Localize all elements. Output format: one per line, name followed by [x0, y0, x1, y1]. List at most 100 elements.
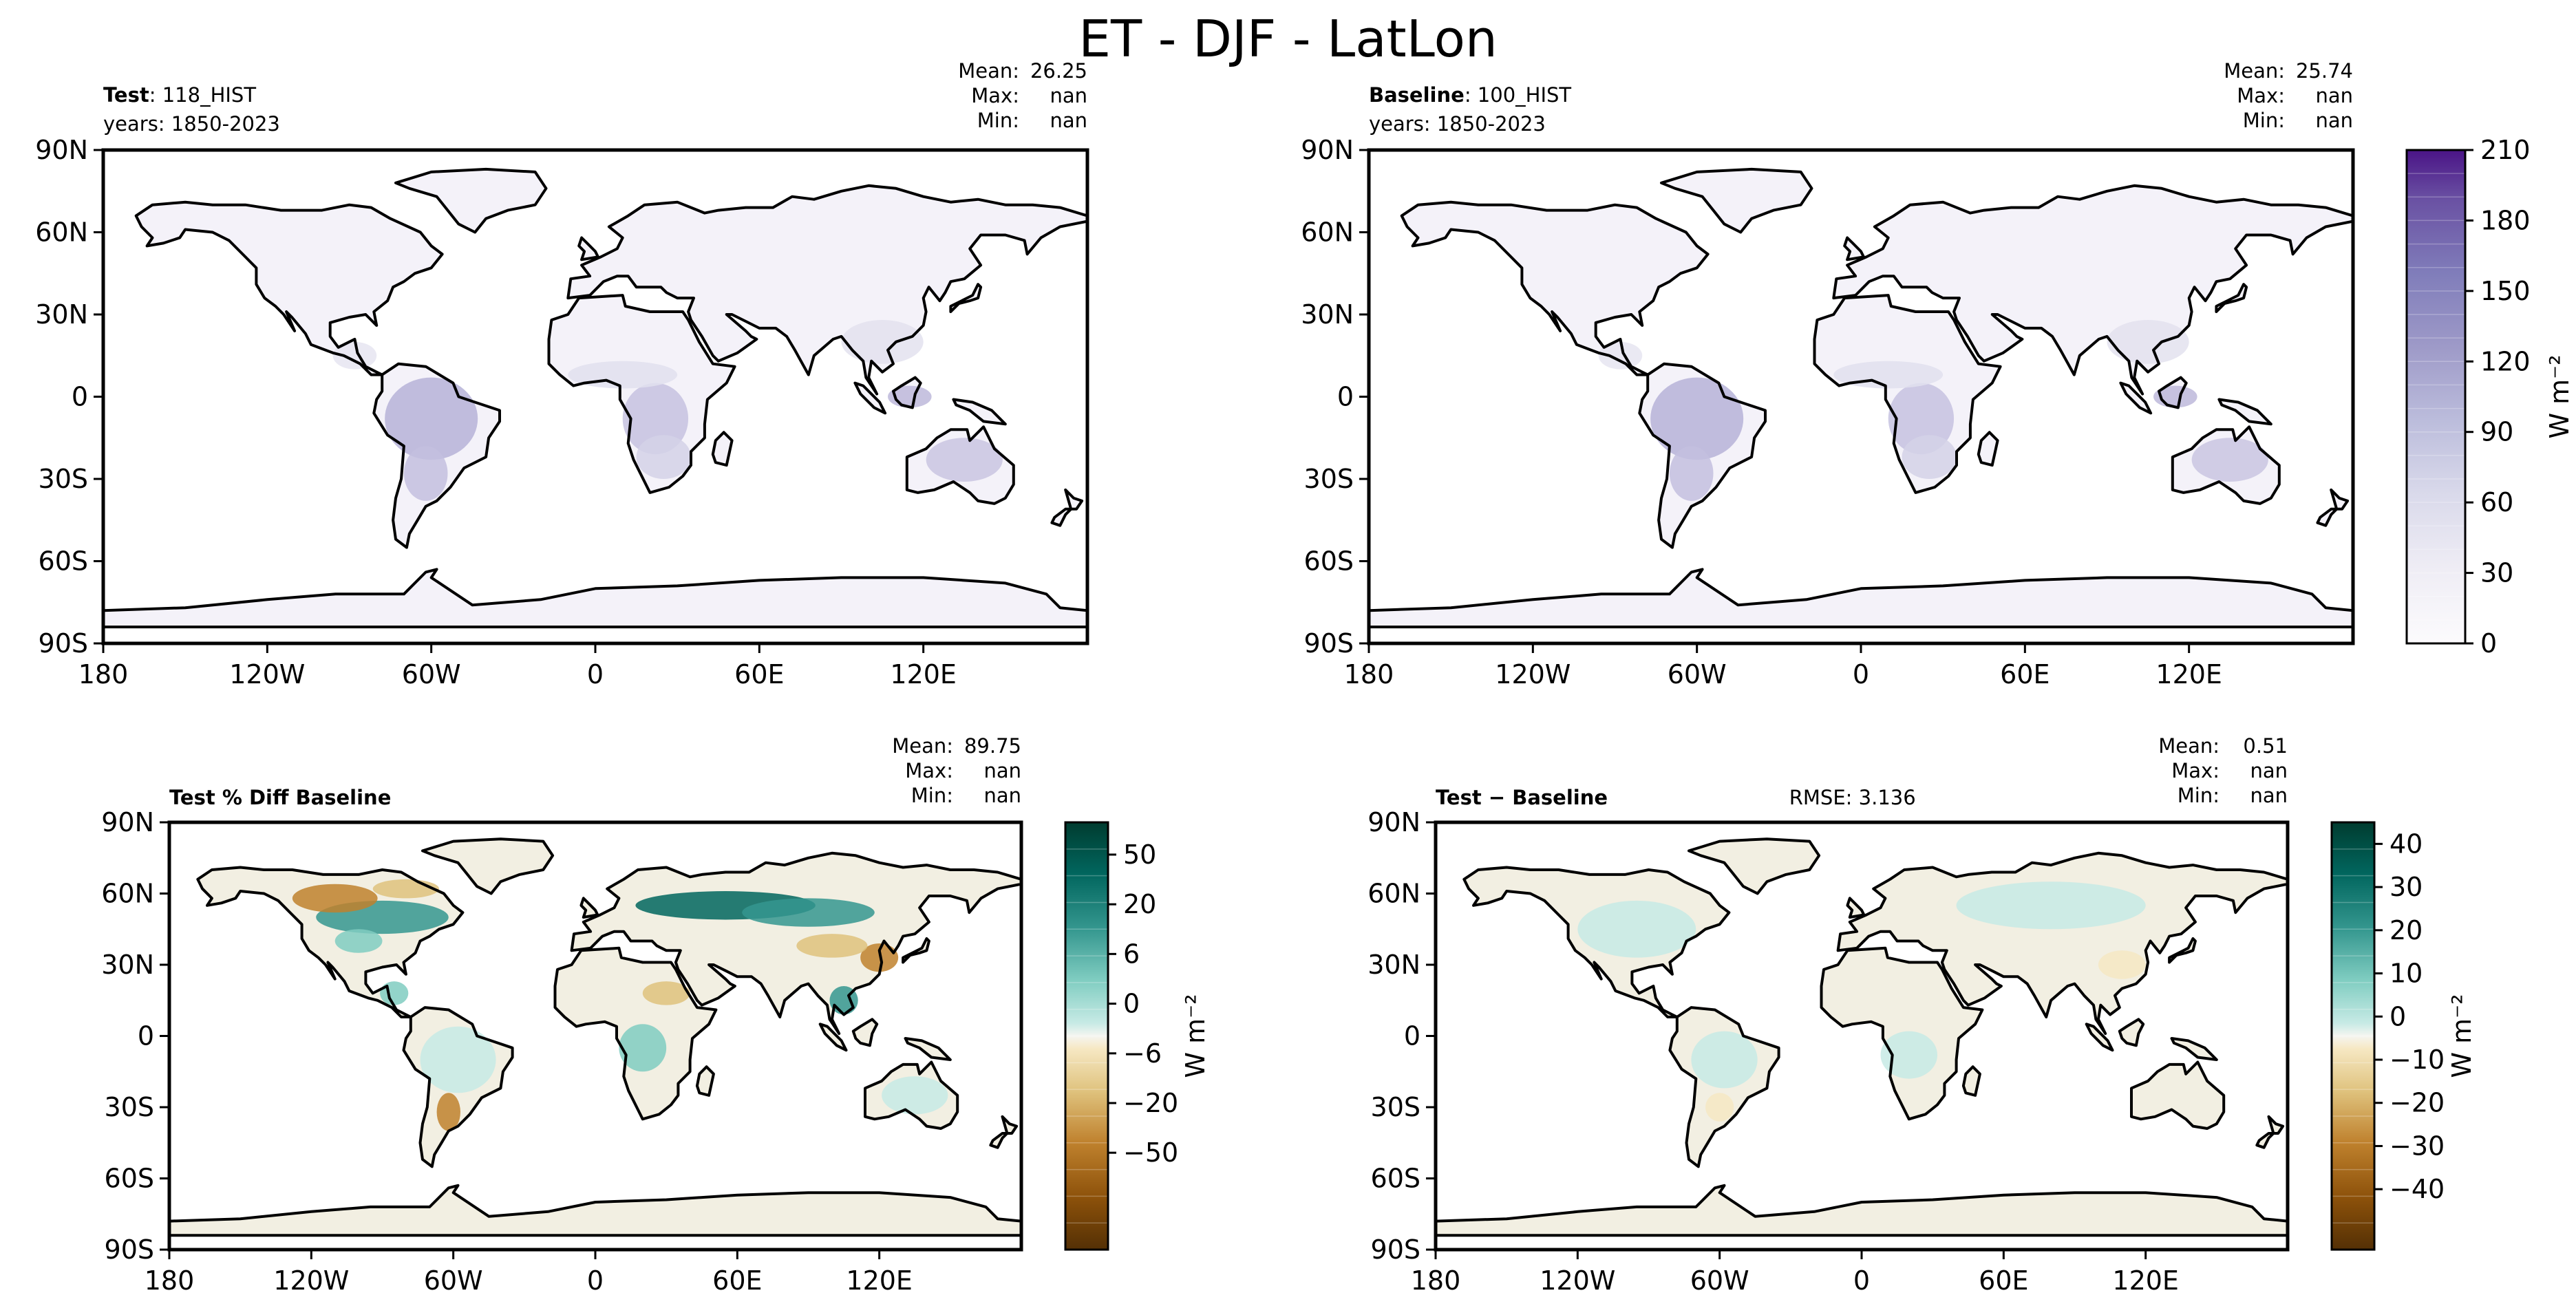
stat-value: nan [2315, 109, 2353, 132]
map-field [1436, 837, 2288, 1237]
coastline-greenland [1688, 837, 1821, 895]
coastline-newGuinea [2170, 1037, 2218, 1061]
coastline-sumatra [2085, 1023, 2114, 1052]
y-tick-label: 30N [35, 299, 88, 330]
landmass-sumatra [2086, 1024, 2113, 1051]
colorbar-label: W m⁻² [2544, 355, 2575, 439]
coastline-eurasia [1836, 851, 2288, 1035]
coastline-borneo [892, 376, 922, 409]
x-tick-label: 60W [1690, 1265, 1749, 1296]
coastline-newGuinea [952, 398, 1007, 426]
coastline-southAmerica [402, 1006, 514, 1168]
colorbar-tick-label: 20 [1123, 889, 1156, 919]
coastline-australia [2130, 1060, 2226, 1130]
coastline-africa [1813, 294, 2002, 494]
x-tick-label: 180 [1344, 659, 1394, 689]
y-tick-label: 60S [105, 1164, 154, 1194]
stat-label: Max: [2171, 759, 2220, 782]
y-tick-label: 90S [1304, 628, 1354, 659]
colorbar-tick-label: −6 [1123, 1038, 1162, 1069]
colorbar-tick-label: 0 [2389, 1001, 2406, 1031]
landmass-antarctica [103, 569, 1087, 628]
panel-label: Test % Diff Baseline [169, 786, 391, 809]
x-tick-label: 60W [424, 1265, 483, 1296]
x-tick-label: 120W [1495, 659, 1571, 689]
coastline-newGuinea [2217, 398, 2272, 426]
x-tick-label: 120E [846, 1265, 913, 1296]
y-tick-label: 60S [39, 546, 88, 577]
stat-value: nan [2315, 84, 2353, 107]
landmass-newGuinea [905, 1038, 950, 1060]
field-shade [1669, 446, 1714, 501]
map-panel-4: 180 120W 60W 0 60E 120E 90N 60N 30N 0 30S 60S 90S Tes… [1367, 734, 2290, 1296]
stat-label: Mean: [2158, 734, 2220, 758]
landmass-greenland [1661, 169, 1812, 233]
colorbar-tick-label: 20 [2389, 915, 2423, 945]
colorbar-tick-label: −30 [2389, 1131, 2445, 1161]
field-shade [1691, 1031, 1758, 1089]
colorbar-tick-label: 30 [2389, 872, 2423, 902]
stat-value: nan [1050, 109, 1087, 132]
coastline-australia [864, 1060, 959, 1130]
colorbar-tick-label: −20 [2389, 1088, 2445, 1118]
stat-label: Max: [971, 84, 1019, 107]
panel-label: Baseline: 100_HIST [1369, 83, 1571, 107]
x-tick-label: 60E [2000, 659, 2050, 689]
coastline-britain [1846, 897, 1866, 919]
coastline-antarctica [169, 1184, 1021, 1237]
coastline-britain [577, 236, 599, 261]
x-tick-label: 120W [229, 659, 305, 689]
y-tick-label: 60S [1304, 546, 1354, 577]
colorbar-tick-label: 120 [2480, 346, 2531, 376]
landmass-newGuinea [2219, 399, 2271, 425]
stat-label: Min: [2178, 784, 2220, 807]
colorbar-tick-label: −10 [2389, 1045, 2445, 1075]
coastline-antarctica [103, 568, 1087, 629]
coastline-northAmerica [196, 866, 465, 1018]
field-shade [334, 929, 383, 953]
landmass-greenland [423, 839, 553, 894]
x-tick-label: 60E [1979, 1265, 2028, 1296]
x-tick-label: 0 [587, 1265, 604, 1296]
coastline-southAmerica [1638, 362, 1767, 549]
coastline-antarctica [1436, 1184, 2288, 1237]
x-tick-label: 60E [734, 659, 784, 689]
stat-label: Mean: [892, 734, 953, 758]
stat-label: Mean: [2224, 59, 2285, 83]
coastline-eurasia [566, 184, 1087, 396]
y-tick-label: 90S [105, 1234, 154, 1265]
y-tick-label: 90S [39, 628, 88, 659]
coastline-japan [949, 283, 983, 313]
x-tick-label: 60W [402, 659, 461, 689]
stat-label: Min: [2243, 109, 2285, 132]
coastline-australia [2171, 425, 2281, 505]
stat-value: nan [983, 784, 1021, 807]
y-tick-label: 0 [1404, 1021, 1420, 1051]
coastline-newGuinea [904, 1037, 952, 1061]
field-shade [636, 435, 692, 480]
coastline-borneo [851, 1018, 879, 1047]
coastline-sumatra [2119, 381, 2153, 415]
colorbar-ramp [1065, 822, 1108, 1250]
x-tick-label: 180 [145, 1265, 195, 1296]
coastline-africa [1820, 946, 1984, 1121]
field-shade [2107, 319, 2189, 364]
field-shade [796, 934, 868, 958]
coastline-britain [579, 897, 599, 919]
coastline-northAmerica [134, 200, 444, 376]
colorbar-tick-label: 90 [2480, 417, 2513, 447]
map-field [103, 167, 1087, 629]
panel-label-bold: Test − Baseline [1436, 786, 1608, 809]
colorbar-tick-label: −40 [2389, 1174, 2445, 1204]
panel-label: Test − Baseline [1436, 786, 1608, 809]
colorbar-tick-label: 60 [2480, 487, 2513, 517]
colorbar-tick-label: 6 [1123, 939, 1140, 969]
stat-value: 0.51 [2243, 734, 2288, 758]
colorbar-tick-label: 10 [2389, 959, 2423, 989]
coastline-eurasia [1832, 184, 2353, 396]
figure-title: ET - DJF - LatLon [1078, 10, 1498, 69]
landmass-antarctica [1369, 569, 2353, 628]
field-shade [2098, 950, 2146, 979]
field-shade [380, 981, 409, 1005]
colorbar-ramp [2332, 822, 2374, 1250]
